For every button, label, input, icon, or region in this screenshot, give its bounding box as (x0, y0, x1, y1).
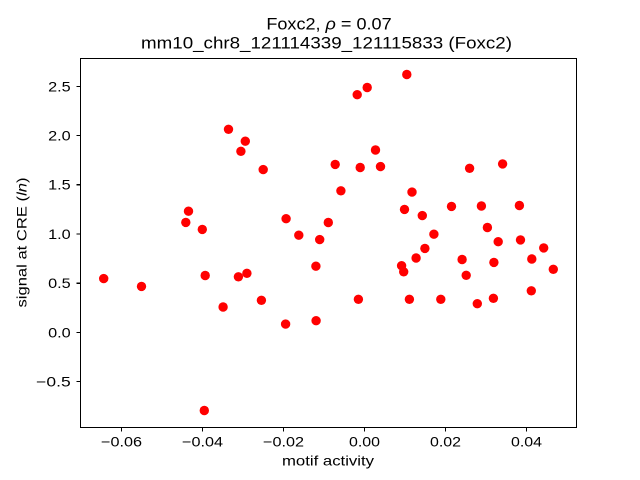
svg-text:mm10_chr8_121114339_121115833: mm10_chr8_121114339_121115833 (Foxc2) (141, 34, 512, 52)
svg-text:−0.5: −0.5 (36, 375, 71, 390)
svg-text:motif activity: motif activity (282, 454, 374, 469)
svg-text:1.5: 1.5 (48, 178, 71, 193)
svg-text:Foxc2, ρ = 0.07: Foxc2, ρ = 0.07 (266, 16, 391, 34)
svg-text:signal at CRE (ln): signal at CRE (ln) (15, 178, 30, 308)
svg-text:2.0: 2.0 (48, 129, 71, 144)
svg-text:−0.04: −0.04 (182, 435, 223, 450)
svg-text:−0.06: −0.06 (101, 435, 142, 450)
svg-text:0.5: 0.5 (48, 276, 71, 291)
svg-text:0.00: 0.00 (349, 435, 380, 450)
svg-text:2.5: 2.5 (48, 79, 71, 94)
svg-text:0.04: 0.04 (511, 435, 542, 450)
svg-text:1.0: 1.0 (48, 227, 71, 242)
svg-text:0.02: 0.02 (430, 435, 461, 450)
svg-text:0.0: 0.0 (48, 325, 71, 340)
svg-text:−0.02: −0.02 (263, 435, 304, 450)
